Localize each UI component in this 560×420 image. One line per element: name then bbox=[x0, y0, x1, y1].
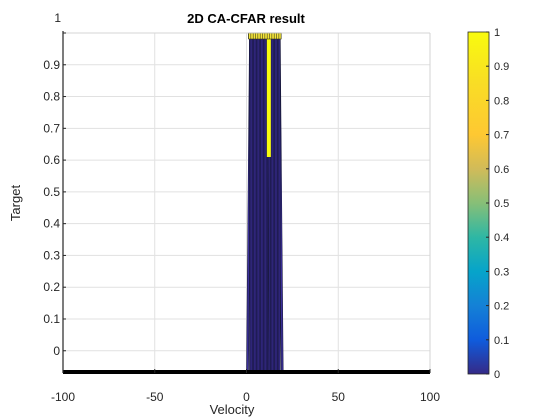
colorbar-gradient bbox=[467, 31, 490, 375]
chart-title: 2D CA-CFAR result bbox=[187, 11, 305, 26]
peak-spike-tail bbox=[267, 156, 270, 372]
y-tick-label: 0.5 bbox=[43, 185, 60, 199]
y-tick-label: 0.1 bbox=[43, 312, 60, 326]
y-tick-label: 0.7 bbox=[43, 121, 60, 135]
x-tick-label: 50 bbox=[332, 390, 346, 404]
surface-marks bbox=[63, 32, 430, 374]
y-tick-label: 0 bbox=[53, 344, 60, 358]
colorbar-tick-label: 0.9 bbox=[494, 61, 509, 73]
x-tick-label: -100 bbox=[51, 390, 75, 404]
y-tick-label: 0.3 bbox=[43, 248, 60, 262]
x-tick-label: 0 bbox=[243, 390, 250, 404]
colorbar-tick-label: 0.5 bbox=[494, 198, 509, 210]
colorbar-tick-label: 0.8 bbox=[494, 95, 509, 107]
y-tick-label: 0.8 bbox=[43, 90, 60, 104]
grid-lines bbox=[62, 32, 431, 373]
colorbar-tick-label: 0 bbox=[494, 369, 500, 381]
x-tick-label: 100 bbox=[420, 390, 440, 404]
peak-spike bbox=[266, 37, 271, 157]
colorbar-tick-label: 0.3 bbox=[494, 266, 509, 278]
x-tick-label: -50 bbox=[146, 390, 164, 404]
colorbar-tick-label: 0.1 bbox=[494, 335, 509, 347]
y-tick-label: 0.6 bbox=[43, 153, 60, 167]
y-axis-label: Target bbox=[8, 185, 23, 222]
x-axis-label: Velocity bbox=[210, 402, 255, 417]
y-tick-label: 0.9 bbox=[43, 58, 60, 72]
colorbar: 0 0.1 0.2 0.3 0.4 0.5 0.6 0.7 0.8 0.9 1 bbox=[467, 27, 509, 381]
y-tick-label: 0.4 bbox=[43, 217, 60, 231]
colorbar-tick-label: 0.6 bbox=[494, 164, 509, 176]
colorbar-tick-label: 0.2 bbox=[494, 301, 509, 313]
axes: -100 -50 0 50 100 0 0.1 0.2 0.3 0.4 0.5 0.6 0.7 0.8 0.… bbox=[43, 11, 440, 404]
colorbar-tick-label: 0.7 bbox=[494, 130, 509, 142]
y-tick-label: 0.2 bbox=[43, 280, 60, 294]
colorbar-tick-label: 1 bbox=[494, 27, 500, 39]
colorbar-tick-label: 0.4 bbox=[494, 232, 509, 244]
y-tick-label: 1 bbox=[54, 11, 61, 25]
